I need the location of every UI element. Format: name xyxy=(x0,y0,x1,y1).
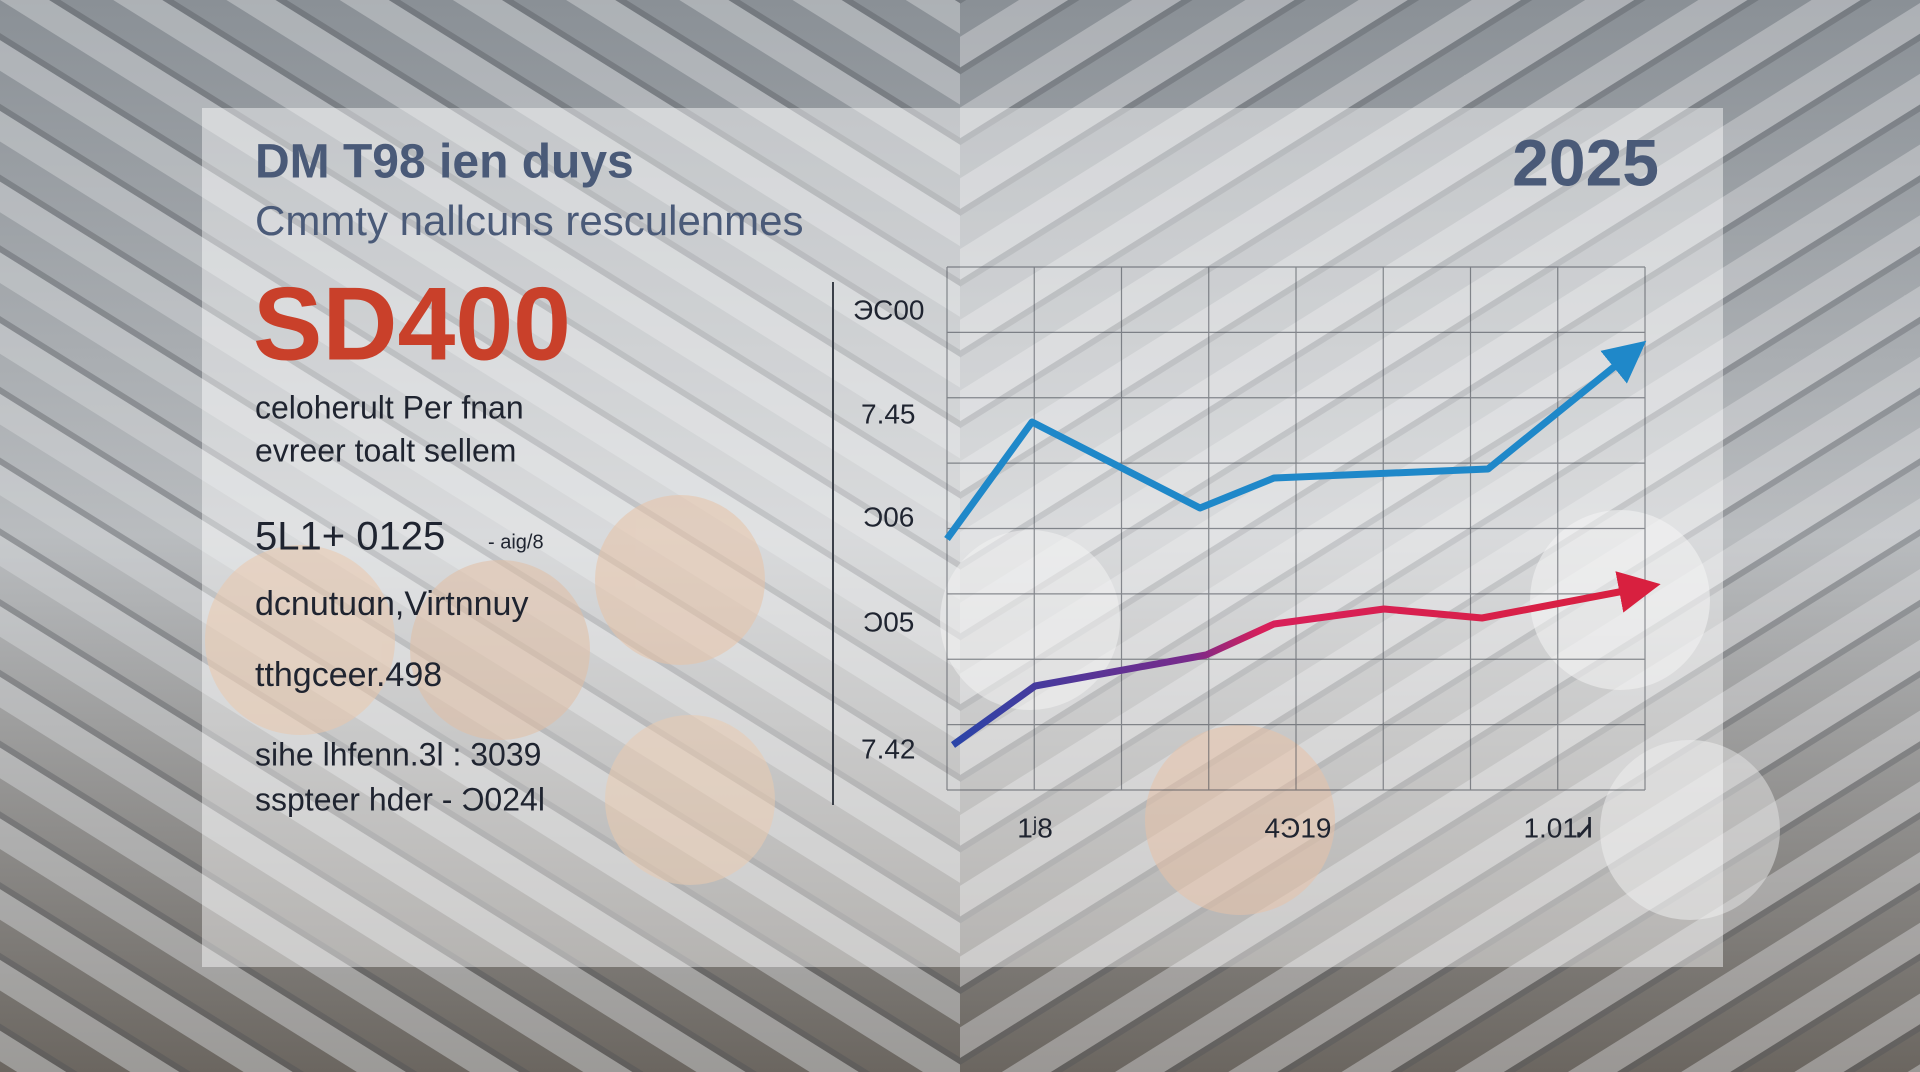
rebar-ends xyxy=(205,495,1780,920)
product-line: evreer toalt sellem xyxy=(255,432,516,468)
y-axis-label: Ͻ05 xyxy=(863,606,914,637)
overlay-panel xyxy=(202,108,1723,967)
spec-main: sspteer hder - Ɔ024l xyxy=(255,781,545,817)
spec-main: 5L1+ 0125 xyxy=(255,515,445,559)
x-axis-label: 1ʲ8 xyxy=(1017,812,1053,843)
trend-line-red xyxy=(950,571,1661,748)
spec-main: dcnutuɑn,Virtnnuy xyxy=(255,585,528,623)
y-axis-label: 7.45 xyxy=(861,398,916,429)
y-axis-label: 7.42 xyxy=(861,733,916,764)
title: DM T98 іen duys xyxy=(255,136,634,189)
spec-main: tthgceer.498 xyxy=(255,656,442,694)
trend-line-blue xyxy=(944,340,1647,542)
x-axis-label: 1.01Ꮧ xyxy=(1523,812,1592,843)
y-axis-label: Ͻ06 xyxy=(863,501,914,532)
subtitle: Cmmty nallcuns resculenmes xyxy=(255,197,804,244)
product-line: celoherult Per fnan xyxy=(255,389,524,425)
x-axis-label: 4Ͽ19 xyxy=(1265,812,1332,843)
spec-main: sihe lhfenn.3l : 3039 xyxy=(255,736,541,772)
year: 2025 xyxy=(1512,125,1659,199)
y-axis-label: ЭС00 xyxy=(853,294,925,325)
product-code: SD400 xyxy=(253,266,571,382)
spec-note: - aig/8 xyxy=(488,531,544,553)
